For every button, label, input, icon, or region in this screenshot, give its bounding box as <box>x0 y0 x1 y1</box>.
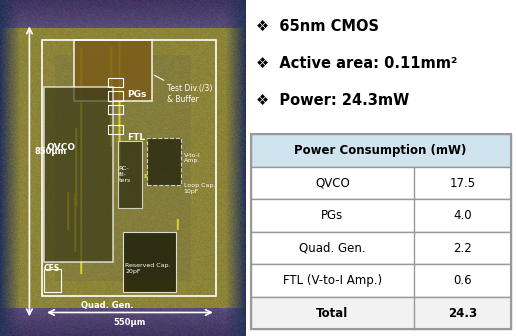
Bar <box>108 105 123 114</box>
Bar <box>108 91 123 101</box>
Text: 4.0: 4.0 <box>453 209 472 222</box>
Text: Reserved Cap.
20pF: Reserved Cap. 20pF <box>125 263 170 274</box>
Text: 17.5: 17.5 <box>449 177 476 190</box>
Bar <box>44 87 112 262</box>
Text: Loop Cap.
10pF: Loop Cap. 10pF <box>184 183 215 194</box>
Bar <box>251 199 510 232</box>
Text: 24.3: 24.3 <box>448 306 477 320</box>
Text: Quad. Gen.: Quad. Gen. <box>299 242 366 255</box>
Bar <box>108 78 123 87</box>
Bar <box>251 297 510 329</box>
Text: PGs: PGs <box>321 209 344 222</box>
Text: FTL: FTL <box>127 133 146 142</box>
Bar <box>108 125 123 134</box>
Text: QVCO: QVCO <box>315 177 350 190</box>
Text: RC-
fil-
ters: RC- fil- ters <box>119 166 131 183</box>
Text: Test Div.(/3)
& Buffer: Test Div.(/3) & Buffer <box>154 75 212 104</box>
Text: 2.2: 2.2 <box>453 242 472 255</box>
Bar <box>251 264 510 297</box>
Bar <box>123 232 176 292</box>
Text: PGs: PGs <box>127 90 147 98</box>
Text: 850μm: 850μm <box>34 147 67 156</box>
Bar <box>251 134 510 167</box>
Text: ❖  Active area: 0.11mm²: ❖ Active area: 0.11mm² <box>256 56 457 71</box>
Bar <box>42 40 216 296</box>
Bar <box>251 232 510 264</box>
Text: V-to-I
Amp.: V-to-I Amp. <box>184 153 201 163</box>
Text: ❖  65nm CMOS: ❖ 65nm CMOS <box>256 19 379 34</box>
Text: CFS: CFS <box>44 264 60 273</box>
Text: ❖  Power: 24.3mW: ❖ Power: 24.3mW <box>256 93 409 108</box>
Text: QVCO: QVCO <box>46 143 76 152</box>
Bar <box>118 141 142 208</box>
Bar <box>44 269 61 292</box>
Text: Power Consumption (mW): Power Consumption (mW) <box>294 144 467 157</box>
Bar <box>251 134 510 329</box>
Text: 0.6: 0.6 <box>453 274 472 287</box>
Text: Total: Total <box>316 306 349 320</box>
Bar <box>73 40 152 101</box>
Bar <box>251 167 510 199</box>
Text: FTL (V-to-I Amp.): FTL (V-to-I Amp.) <box>283 274 382 287</box>
Bar <box>147 138 182 185</box>
Text: 550μm: 550μm <box>114 318 146 327</box>
Text: Quad. Gen.: Quad. Gen. <box>81 301 134 310</box>
